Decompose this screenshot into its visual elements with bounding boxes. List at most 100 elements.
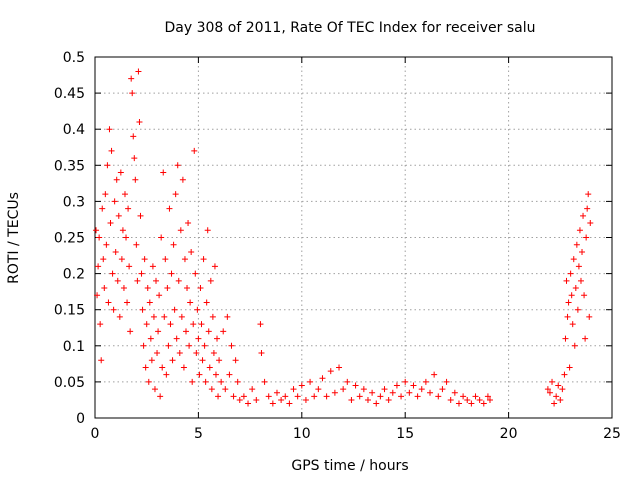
- data-point: [573, 241, 580, 248]
- data-point: [93, 227, 100, 234]
- data-point: [197, 285, 204, 292]
- data-point: [98, 357, 105, 364]
- data-point: [119, 227, 126, 234]
- data-point: [158, 234, 165, 241]
- data-point: [570, 256, 577, 263]
- data-point: [118, 256, 125, 263]
- data-point: [123, 234, 130, 241]
- data-point: [189, 378, 196, 385]
- data-point: [220, 328, 227, 335]
- data-point: [385, 396, 392, 403]
- data-point: [114, 277, 121, 284]
- data-point: [112, 248, 119, 255]
- data-point: [120, 285, 127, 292]
- data-point: [215, 393, 222, 400]
- data-point: [166, 205, 173, 212]
- data-point: [127, 328, 134, 335]
- data-point: [253, 396, 260, 403]
- data-point: [269, 400, 276, 407]
- y-tick-label: 0.05: [54, 375, 85, 391]
- data-point: [214, 335, 221, 342]
- data-point: [234, 378, 241, 385]
- data-point: [175, 277, 182, 284]
- data-point: [169, 357, 176, 364]
- data-point: [99, 205, 106, 212]
- data-point: [109, 270, 116, 277]
- x-tick-label: 0: [91, 426, 100, 442]
- data-point: [562, 335, 569, 342]
- data-point: [161, 313, 168, 320]
- data-point: [157, 393, 164, 400]
- data-point: [356, 393, 363, 400]
- data-point: [115, 212, 122, 219]
- data-point: [282, 393, 289, 400]
- data-point: [156, 292, 163, 299]
- data-point: [198, 321, 205, 328]
- data-point: [484, 393, 491, 400]
- data-point: [107, 220, 114, 227]
- data-point: [141, 256, 148, 263]
- data-point: [398, 393, 405, 400]
- data-point: [208, 386, 215, 393]
- data-point: [439, 386, 446, 393]
- x-axis-label: GPS time / hours: [291, 458, 408, 474]
- data-point: [139, 306, 146, 313]
- data-point: [105, 299, 112, 306]
- data-point: [464, 396, 471, 403]
- data-point: [571, 342, 578, 349]
- data-point: [389, 389, 396, 396]
- data-point: [344, 378, 351, 385]
- data-point: [352, 382, 359, 389]
- data-point: [164, 285, 171, 292]
- data-point: [179, 176, 186, 183]
- data-point: [160, 169, 167, 176]
- x-tick-label: 25: [603, 426, 621, 442]
- data-point: [551, 400, 558, 407]
- data-point: [151, 386, 158, 393]
- data-point: [257, 321, 264, 328]
- data-point: [265, 393, 272, 400]
- data-point: [572, 285, 579, 292]
- data-point: [302, 396, 309, 403]
- data-point: [148, 357, 155, 364]
- data-point: [128, 75, 135, 82]
- data-point: [116, 313, 123, 320]
- data-point: [199, 357, 206, 364]
- data-point: [557, 396, 564, 403]
- data-point: [132, 176, 139, 183]
- data-point: [185, 220, 192, 227]
- axis-ticks: 0 5 10 15 20 25 0 0.05 0.1 0.15 0.2 0.25 0.3 0.35 0.4 0…: [54, 50, 621, 442]
- data-point: [565, 299, 572, 306]
- data-point: [360, 386, 367, 393]
- data-point: [177, 227, 184, 234]
- data-point: [168, 270, 175, 277]
- data-point: [581, 292, 588, 299]
- data-point: [575, 263, 582, 270]
- y-tick-label: 0: [76, 411, 85, 427]
- gridlines: [95, 57, 612, 418]
- data-point: [261, 378, 268, 385]
- data-point: [559, 386, 566, 393]
- data-point: [410, 382, 417, 389]
- data-point: [124, 299, 131, 306]
- data-point: [555, 382, 562, 389]
- data-point: [96, 234, 103, 241]
- data-point: [103, 241, 110, 248]
- data-point: [163, 371, 170, 378]
- data-point: [286, 400, 293, 407]
- y-tick-label: 0.35: [54, 158, 85, 174]
- data-point: [203, 299, 210, 306]
- data-point: [165, 342, 172, 349]
- data-point: [135, 68, 142, 75]
- data-point: [561, 371, 568, 378]
- data-point: [205, 328, 212, 335]
- data-point: [174, 162, 181, 169]
- data-point: [476, 396, 483, 403]
- data-point: [155, 328, 162, 335]
- data-point: [381, 386, 388, 393]
- data-point: [340, 386, 347, 393]
- data-point: [137, 212, 144, 219]
- data-point: [149, 263, 156, 270]
- x-tick-label: 20: [500, 426, 518, 442]
- data-point: [97, 321, 104, 328]
